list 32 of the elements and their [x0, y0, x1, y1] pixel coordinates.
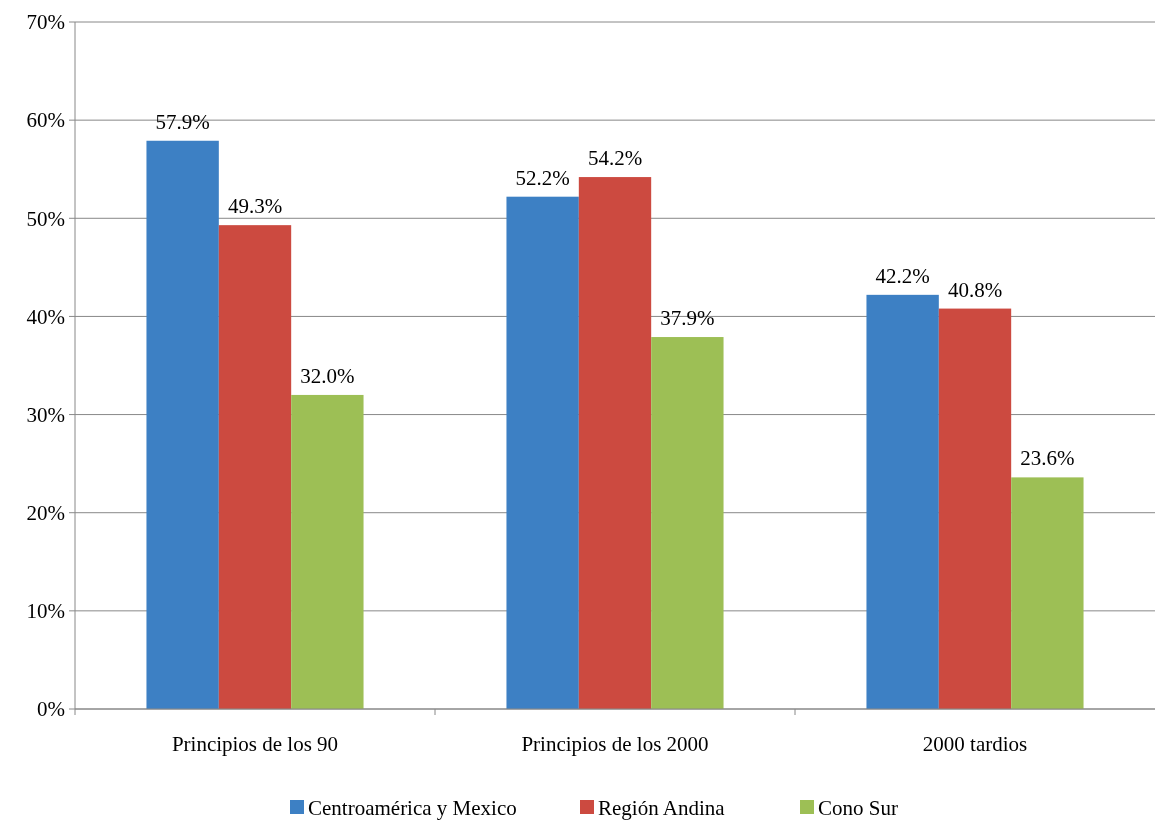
bar — [938, 308, 1012, 709]
data-label: 54.2% — [587, 146, 643, 171]
y-tick-label: 40% — [26, 304, 65, 329]
y-tick-label: 0% — [37, 697, 65, 722]
data-label: 57.9% — [155, 109, 210, 134]
y-tick-label: 70% — [26, 10, 65, 35]
bar — [1011, 477, 1084, 709]
data-label: 23.6% — [1020, 446, 1075, 471]
bar — [291, 394, 364, 709]
legend-label: Cono Sur — [818, 796, 898, 820]
legend-label: Región Andina — [598, 796, 726, 820]
y-tick-label: 30% — [26, 402, 65, 427]
bar — [506, 196, 579, 709]
legend-label: Centroamérica y Mexico — [308, 796, 517, 820]
bar — [146, 140, 219, 709]
bar — [578, 177, 652, 709]
bar — [651, 337, 724, 709]
x-tick-label: Principios de los 90 — [171, 732, 339, 756]
bar — [218, 225, 292, 709]
y-tick-label: 60% — [26, 108, 65, 133]
x-tick-label: Principios de los 2000 — [521, 732, 709, 756]
x-tick-label: 2000 tardios — [922, 732, 1028, 756]
bar — [866, 294, 939, 709]
y-tick-label: 50% — [26, 206, 65, 231]
data-label: 37.9% — [660, 306, 715, 331]
data-label: 32.0% — [300, 363, 355, 388]
data-label: 49.3% — [227, 194, 283, 219]
y-tick-label: 10% — [26, 599, 65, 624]
data-label: 40.8% — [947, 277, 1003, 302]
data-label: 52.2% — [515, 165, 570, 190]
y-tick-label: 20% — [26, 501, 65, 526]
data-label: 42.2% — [875, 263, 930, 288]
